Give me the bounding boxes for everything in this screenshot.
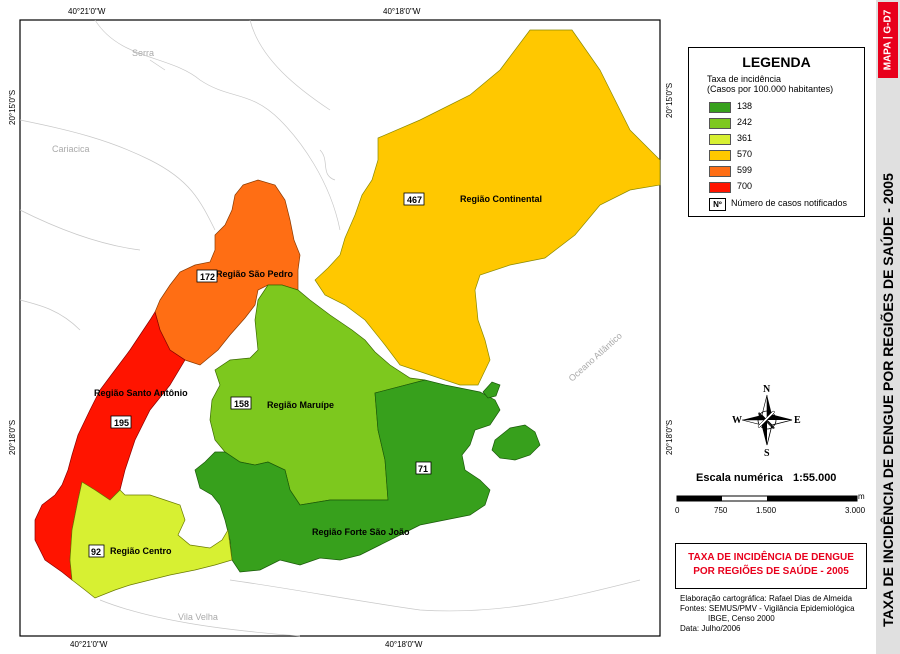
label-regiao-santo-antonio: Região Santo Antônio — [94, 388, 188, 398]
label-cariacica: Cariacica — [52, 144, 90, 154]
scale-tick: 0 — [675, 506, 680, 515]
credits-sources-ibge: IBGE, Censo 2000 — [708, 614, 775, 623]
scale-unit: m — [858, 492, 865, 501]
side-title: TAXA DE INCIDÊNCIA DE DENGUE POR REGIÕES… — [880, 173, 896, 627]
count-continental: 467 — [407, 195, 422, 205]
credits: Elaboração cartográfica: Rafael Dias de … — [680, 594, 855, 634]
region-forte-sao-joao-island — [491, 424, 541, 461]
legend: LEGENDA Taxa de incidência (Casos por 10… — [688, 47, 865, 217]
legend-label: 242 — [737, 117, 753, 127]
count-santo-antonio: 195 — [114, 418, 129, 428]
count-centro: 92 — [91, 547, 101, 557]
map-title-line2: POR REGIÕES DE SAÚDE - 2005 — [693, 566, 849, 577]
region-sao-pedro — [154, 179, 301, 366]
map-title-line1: TAXA DE INCIDÊNCIA DE DENGUE — [688, 552, 854, 563]
side-tag-text: MAPA | G-D7 — [882, 9, 894, 71]
count-maruipe: 158 — [234, 399, 249, 409]
credits-sources: Fontes: SEMUS/PMV - Vigilância Epidemiol… — [680, 604, 855, 613]
legend-swatch — [709, 134, 731, 145]
coord-left-upper: 20°15'0"S — [8, 89, 17, 125]
map-title-box: TAXA DE INCIDÊNCIA DE DENGUE POR REGIÕES… — [675, 543, 867, 589]
legend-swatch — [709, 118, 731, 129]
compass-rose-icon — [741, 394, 793, 446]
label-regiao-forte-sao-joao: Região Forte São João — [312, 527, 410, 537]
credits-author: Elaboração cartográfica: Rafael Dias de … — [680, 594, 853, 603]
count-box-centro: 92 — [88, 544, 105, 558]
scale-value: 1:55.000 — [793, 472, 837, 484]
credits-date: Data: Julho/2006 — [680, 624, 741, 633]
side-tag: MAPA | G-D7 — [878, 2, 898, 78]
legend-count-symbol: Nº — [709, 198, 726, 211]
count-box-maruipe: 158 — [230, 396, 252, 410]
coord-bottom-left: 40°21'0"W — [70, 640, 108, 649]
legend-swatch — [709, 102, 731, 113]
background-contours — [19, 19, 641, 637]
side-band — [876, 0, 900, 654]
label-serra: Serra — [132, 48, 154, 58]
region-continental — [314, 29, 661, 386]
label-regiao-maruipe: Região Maruípe — [267, 400, 334, 410]
scale-title: Escala numérica — [696, 472, 783, 484]
legend-swatch — [709, 166, 731, 177]
scale-tick: 1.500 — [756, 506, 777, 515]
label-vila-velha: Vila Velha — [178, 612, 218, 622]
scale-bar — [676, 495, 858, 502]
legend-swatch — [709, 150, 731, 161]
count-box-forte-sao-joao: 71 — [415, 461, 432, 475]
label-regiao-sao-pedro: Região São Pedro — [216, 269, 294, 279]
legend-count-label: Número de casos notificados — [731, 198, 848, 208]
legend-subtitle: Taxa de incidência — [707, 74, 782, 84]
legend-label: 570 — [737, 149, 753, 159]
region-forte-sao-joao — [194, 379, 501, 573]
legend-swatch — [709, 182, 731, 193]
compass-s: S — [764, 448, 770, 459]
compass-w: W — [732, 415, 742, 426]
scale-tick: 3.000 — [845, 506, 866, 515]
count-box-sao-pedro: 172 — [196, 269, 218, 283]
coord-top-right: 40°18'0"W — [383, 7, 421, 16]
compass-n: N — [763, 384, 771, 395]
legend-label: 700 — [737, 181, 753, 191]
coord-right-upper: 20°15'0"S — [665, 82, 674, 118]
label-regiao-centro: Região Centro — [110, 546, 172, 556]
coord-top-left: 40°21'0"W — [68, 7, 106, 16]
legend-title: LEGENDA — [742, 54, 811, 70]
region-forte-sao-joao-islet — [482, 381, 501, 399]
coord-bottom-right: 40°18'0"W — [385, 640, 423, 649]
legend-label: 361 — [737, 133, 753, 143]
count-sao-pedro: 172 — [200, 272, 215, 282]
coord-left-lower: 20°18'0"S — [8, 419, 17, 455]
count-forte-sao-joao: 71 — [418, 464, 428, 474]
legend-label: 599 — [737, 165, 753, 175]
scale-tick: 750 — [714, 506, 728, 515]
count-box-santo-antonio: 195 — [110, 415, 132, 429]
region-santo-antonio — [34, 311, 186, 581]
compass-e: E — [794, 415, 801, 426]
legend-label: 138 — [737, 101, 753, 111]
count-box-continental: 467 — [403, 192, 425, 206]
label-regiao-continental: Região Continental — [460, 194, 542, 204]
legend-subtitle-units: (Casos por 100.000 habitantes) — [707, 84, 834, 94]
coord-right-lower: 20°18'0"S — [665, 419, 674, 455]
region-centro — [69, 481, 233, 599]
